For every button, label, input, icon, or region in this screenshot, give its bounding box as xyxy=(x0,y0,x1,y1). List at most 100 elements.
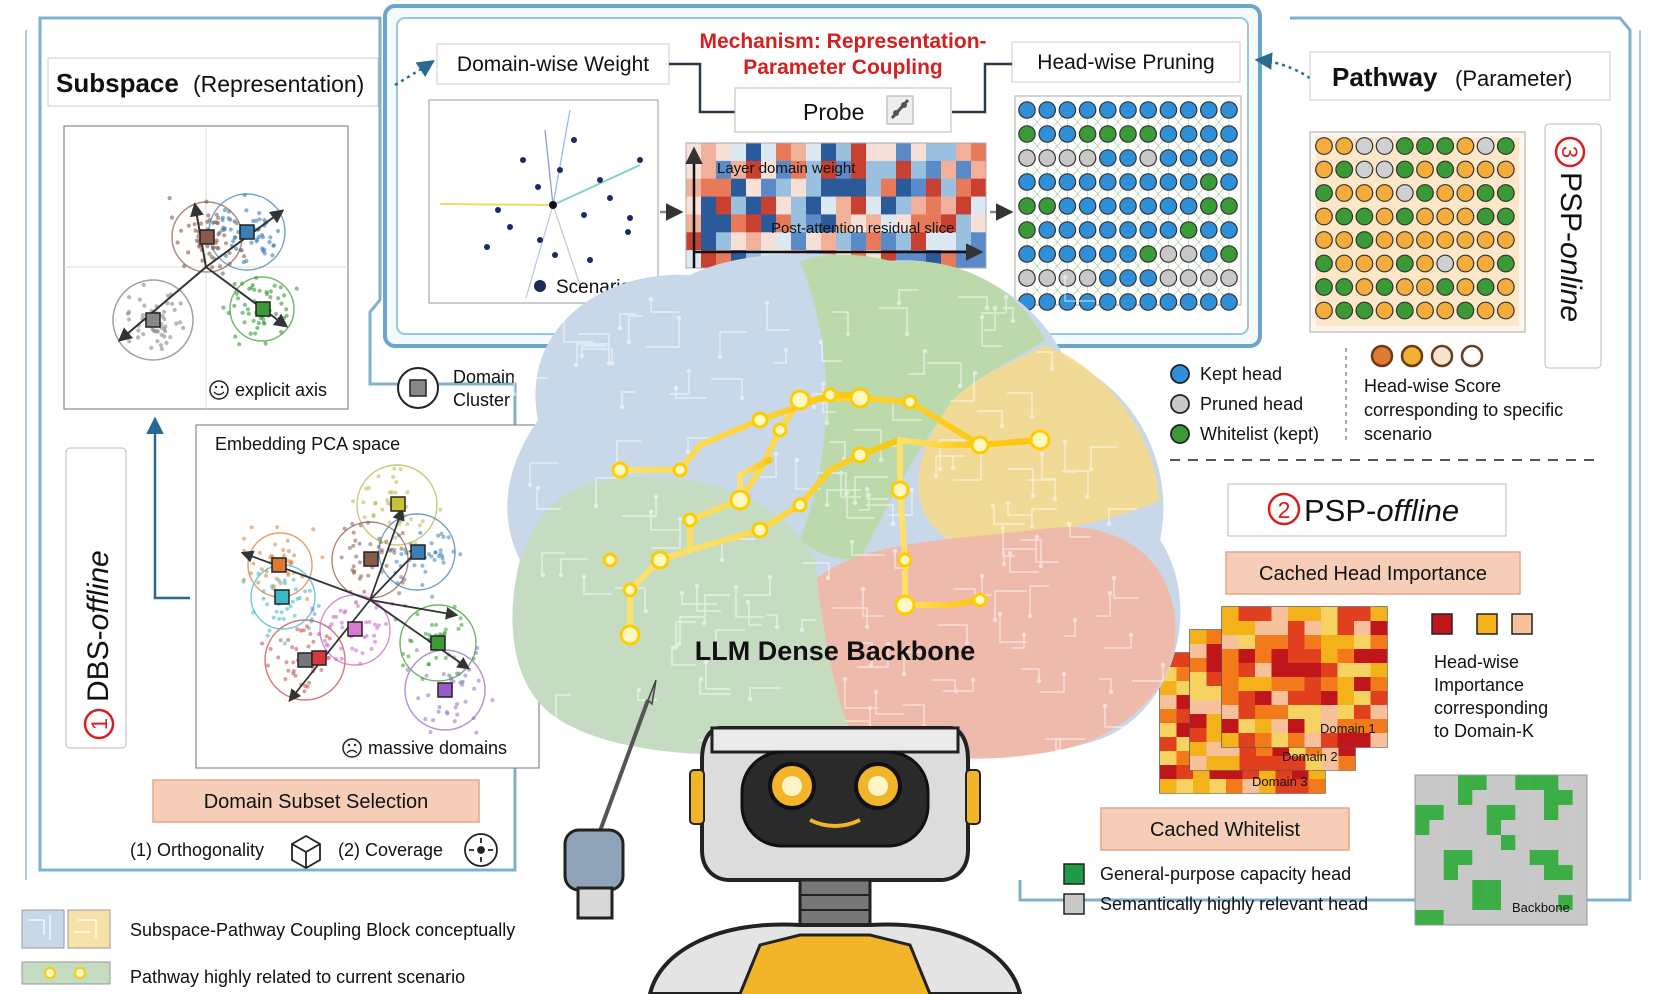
head-node xyxy=(1119,245,1137,263)
head-node xyxy=(1018,173,1036,191)
importance-cell xyxy=(1176,681,1194,696)
heatmap-cell xyxy=(746,160,762,180)
scatter-point xyxy=(463,699,468,704)
scatter-point xyxy=(262,247,267,252)
scatter-point xyxy=(364,633,369,638)
scatter-point xyxy=(423,717,428,721)
score-node xyxy=(1476,207,1495,226)
heatmap-cell xyxy=(941,232,957,251)
selection-criteria: (1) Orthogonality (2) Coverage xyxy=(130,833,498,870)
importance-cell xyxy=(1271,663,1289,678)
scatter-point xyxy=(237,342,242,347)
heatmap-cell xyxy=(776,214,792,233)
importance-cell xyxy=(1176,765,1194,780)
heatmap-cell xyxy=(806,178,822,197)
head-node xyxy=(1220,173,1238,191)
scatter-point xyxy=(284,660,289,665)
heatmap-cell xyxy=(866,160,882,180)
whitelist-cell xyxy=(1544,775,1559,791)
scatter-point xyxy=(405,667,410,672)
head-node xyxy=(1018,245,1036,263)
importance-cell xyxy=(1190,630,1207,645)
score-node xyxy=(1375,301,1394,320)
scatter-point xyxy=(181,325,186,331)
heatmap-cell xyxy=(701,250,717,269)
importance-cell xyxy=(1370,635,1388,650)
scatter-point xyxy=(168,335,173,340)
head-node xyxy=(1139,197,1157,215)
frame-right xyxy=(1018,16,1641,902)
scatter-point xyxy=(241,260,246,265)
head-node xyxy=(1179,125,1198,143)
heatmap-cell xyxy=(941,196,957,215)
scatter-point xyxy=(267,628,272,633)
importance-cell xyxy=(1226,779,1243,794)
importance-cell xyxy=(1190,728,1207,743)
importance-cell xyxy=(1176,667,1194,682)
scatter-point xyxy=(261,320,266,325)
scatter-point xyxy=(257,217,262,222)
importance-cell xyxy=(1238,691,1256,706)
importance-cell xyxy=(1238,663,1256,678)
importance-cell xyxy=(1304,663,1322,678)
scatter-point xyxy=(436,709,441,714)
mechanism-title: Mechanism: Representation- Parameter Cou… xyxy=(699,30,986,79)
scatter-point xyxy=(426,693,431,698)
scatter-point xyxy=(275,525,280,530)
scatter-point xyxy=(311,639,316,644)
scatter-point xyxy=(291,660,296,665)
whitelist-cell xyxy=(1415,820,1430,836)
heatmap-cell xyxy=(701,232,717,251)
scatter-point xyxy=(232,281,237,286)
heatmap-cell xyxy=(956,160,972,180)
scatter-point xyxy=(364,620,369,625)
head-node xyxy=(1220,269,1238,287)
scatter-point xyxy=(236,296,241,301)
head-node xyxy=(1159,101,1178,119)
importance-cell xyxy=(1206,756,1224,771)
scenario-point xyxy=(637,157,643,163)
heatmap-cell xyxy=(716,178,732,197)
whitelist-cell xyxy=(1486,835,1502,851)
heatmap-cell xyxy=(761,196,777,215)
pathway-subtitle: (Parameter) xyxy=(1455,66,1572,91)
whitelist-cell xyxy=(1501,850,1516,866)
scenario-vector-plot: Scenario xyxy=(428,99,659,304)
pathway-node xyxy=(792,497,808,513)
importance-cell xyxy=(1370,663,1388,678)
importance-cell xyxy=(1304,705,1322,720)
layer-weight-heatmap: Layer domain weight Post-attention resid… xyxy=(685,142,987,269)
pathway-node xyxy=(849,387,871,409)
scatter-point xyxy=(354,648,359,653)
scatter-point xyxy=(428,730,433,735)
scatter-point xyxy=(240,310,245,315)
scatter-point xyxy=(351,530,356,535)
head-node xyxy=(1018,221,1036,239)
probe-icon xyxy=(886,95,914,125)
scatter-point xyxy=(194,238,199,243)
importance-cell xyxy=(1304,607,1322,622)
psp-online-number: 3 xyxy=(1557,146,1582,158)
scatter-point xyxy=(167,196,172,201)
scatter-point xyxy=(281,553,286,558)
importance-cell xyxy=(1288,733,1305,748)
importance-cell xyxy=(1271,621,1289,636)
whitelist-cell xyxy=(1515,880,1530,896)
kept-head-icon xyxy=(1170,364,1190,384)
heatmap-cell xyxy=(881,160,897,180)
heatmap-cell xyxy=(746,178,762,197)
whitelist-cell xyxy=(1443,820,1459,836)
pathway-related-label: Pathway highly related to current scenar… xyxy=(130,967,465,987)
scatter-point xyxy=(398,467,403,472)
score-node xyxy=(1476,137,1495,155)
head-node xyxy=(1099,293,1117,311)
score-node xyxy=(1335,184,1354,202)
importance-cell xyxy=(1160,751,1177,766)
scatter-point xyxy=(274,609,279,614)
scatter-point xyxy=(256,580,261,585)
head-node xyxy=(1139,245,1157,263)
importance-cell xyxy=(1337,635,1355,650)
heatmap-cell xyxy=(911,178,927,197)
head-node xyxy=(1179,245,1198,263)
scatter-point xyxy=(390,490,394,495)
